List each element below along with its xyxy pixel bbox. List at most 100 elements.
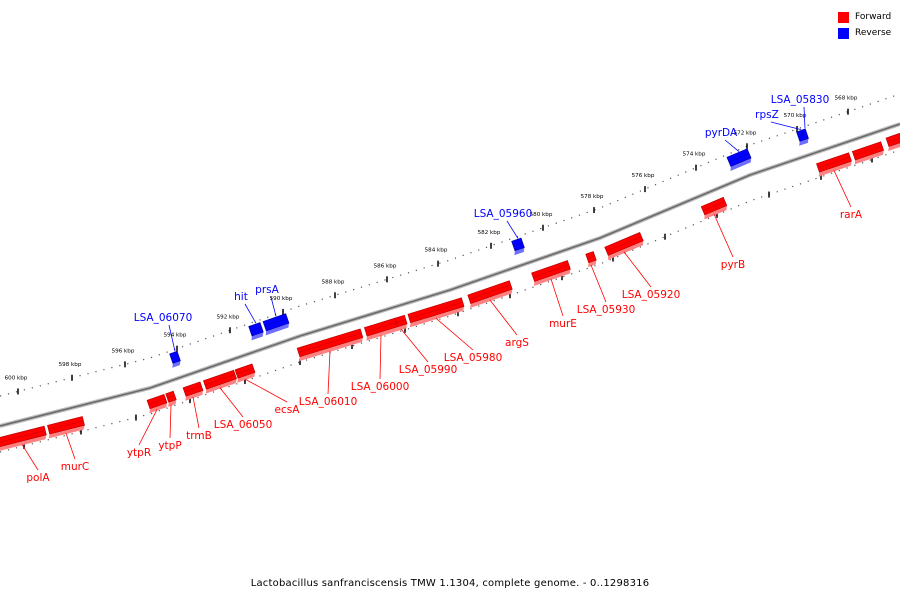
gene-shadow [888,141,900,151]
leader-line-pyrda [724,139,740,152]
leader-line-murc [65,433,76,460]
gene-trmb [182,381,204,401]
tick-586-kbp: 586 kbp [374,263,397,283]
gene-lsa-06010 [296,328,364,362]
gene-pola [0,425,47,452]
gene-label-lsa-06010: LSA_06010 [299,396,358,408]
tick-568-kbp: 568 kbp [835,96,858,115]
leader-line-lsa-05830 [803,106,806,129]
gene-shadow [168,399,177,407]
tick-572-kbp: 572 kbp [734,130,757,150]
leader-line-lsa-06050 [219,387,244,418]
tick-592-kbp: 592 kbp [217,314,240,334]
gene-midline [469,284,511,300]
tick-label: 580 kbp [530,212,553,218]
gene-prsa [262,313,290,336]
gene-shadow [607,240,644,260]
gene-shadow [514,247,525,256]
gene-midline [204,374,236,386]
gene-pyrb [700,196,728,220]
gene-shadow [818,161,852,177]
leader-line-ytpr [138,409,158,446]
gene-shadow [185,390,203,401]
leader-line-lsa-05930 [590,264,607,303]
gene-shadow [470,289,513,309]
tick-label: 586 kbp [374,263,397,269]
gene-lsa-05930 [585,251,597,268]
gene-midline [298,332,362,353]
gene-shadow [730,157,752,171]
tick-label: 568 kbp [835,96,858,102]
gene-midline [48,420,84,430]
legend-item-reverse: Reverse [838,25,891,41]
leader-line-pyrb [713,213,734,258]
gene-midline [728,153,750,163]
gene-shadow [799,139,806,146]
gene-midline [264,318,288,327]
gene-label-ecsa: ecsA [275,404,301,416]
tick-label: 600 kbp [5,375,28,381]
tick-label: 592 kbp [217,314,240,320]
gene-midline [817,156,851,169]
gene-label-lsa-05960: LSA_05960 [474,208,533,220]
tick-594-kbp: 594 kbp [164,333,187,352]
gene-shadow [588,260,597,268]
gene-shadow [409,306,465,328]
genome-backbone [0,123,900,427]
leader-line-hit [244,303,257,324]
tick-label: 598 kbp [59,362,82,368]
legend: Forward Reverse [838,9,891,41]
reverse-swatch-icon [838,27,849,39]
gene-label-hit: hit [234,291,248,303]
gene-shadow [48,425,85,439]
tick-label: 590 kbp [270,296,293,302]
tick-label: 584 kbp [425,248,448,254]
gene-pyrda [726,148,752,171]
gene-args [467,280,513,309]
gene-label-mure: murE [549,318,577,330]
gene-murc [47,416,85,439]
tick-584-kbp: 584 kbp [425,248,448,267]
gene-label-murc: murC [61,461,90,473]
gene-midline [513,242,523,247]
leader-line-mure [550,278,564,317]
leader-line-lsa-06070 [168,324,176,352]
gene-midline [0,430,46,443]
leader-line-lsa-05990 [400,328,429,363]
tick-596-kbp: 596 kbp [112,348,135,368]
tick-570-kbp: 570 kbp [784,113,807,133]
upper-dotted-track [0,93,900,397]
gene-shadow [149,402,167,414]
tick-label: 594 kbp [164,333,187,339]
gene-hit [248,322,264,341]
leader-line-lsa-05980 [435,317,474,351]
gene-lsa-05990 [394,314,408,332]
gene-label-rara: rarA [840,209,863,221]
gene-midline [167,395,175,399]
gene-midline [532,264,570,278]
tick-label: 576 kbp [632,173,655,179]
gene-label-prsa: prsA [255,284,279,296]
gene-shadow [251,332,264,341]
gene-shadow [0,434,47,452]
gene-midline [587,255,595,259]
leader-line-lsa-06010 [327,350,331,395]
tick-label: 574 kbp [683,152,706,158]
tick-label: 596 kbp [112,348,135,354]
tick-590-kbp: 590 kbp [270,296,293,315]
leader-line-lsa-05920 [623,251,652,288]
tick-label: 582 kbp [478,230,501,236]
leader-line-trmb [192,397,200,429]
gene-shadow [265,323,289,336]
gene-midline [803,133,807,136]
gene-midline [236,367,254,375]
gene-label-ytpr: ytpR [127,447,151,459]
leader-line-args [489,299,518,336]
leader-line-rara [833,170,852,208]
tick-574-kbp: 574 kbp [683,152,706,171]
gene-lsa-06050 [203,369,237,394]
gene-label-pyrda: pyrDA [705,127,738,139]
gene-midline [409,301,463,319]
leader-line-pola [21,444,39,471]
gene-midline [184,385,202,393]
